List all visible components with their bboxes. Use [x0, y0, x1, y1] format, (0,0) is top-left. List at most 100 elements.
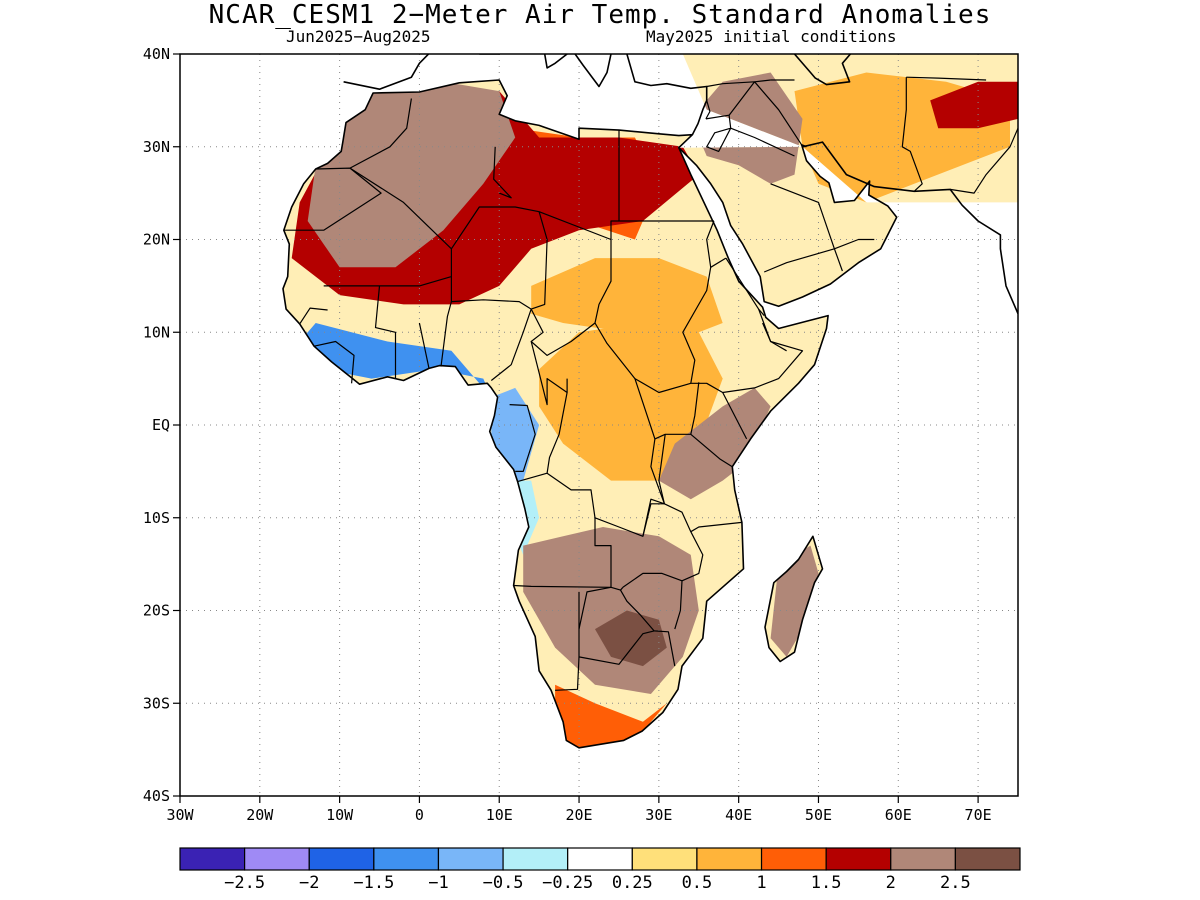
country-border [690, 521, 742, 533]
country-border [622, 572, 683, 630]
anomaly-region-east-africa-core [658, 387, 771, 500]
colorbar-label: 1.5 [811, 873, 842, 893]
country-border [950, 127, 1018, 194]
initial-conditions: May2025 initial conditions [646, 27, 897, 46]
colorbar-label: −0.25 [542, 873, 593, 893]
forecast-period: Jun2025−Aug2025 [286, 27, 431, 46]
coastline-caspian [793, 54, 852, 86]
country-border [754, 81, 803, 146]
lat-tick-label: 30S [143, 694, 170, 712]
anomaly-region-central-africa-warm [539, 323, 723, 481]
country-border [546, 472, 596, 518]
colorbar: −2.5 −2 −1.5 −1 −0.5 −0.25 0.25 0.5 1 1.5 2 2.5 [179, 847, 1021, 893]
colorbar-swatch [502, 847, 569, 871]
colorbar-label: 1 [756, 873, 766, 893]
coastline-italy [479, 54, 568, 69]
country-borders [283, 76, 1018, 691]
country-border [722, 392, 748, 440]
country-border [706, 220, 715, 268]
lat-tick-label: 40N [143, 45, 170, 63]
anomaly-region-sahara-west-core [307, 81, 516, 268]
country-border [706, 81, 755, 88]
lat-tick-label: 10N [143, 323, 170, 341]
colorbar-label: 2.5 [940, 873, 971, 893]
colorbar-swatch [631, 847, 698, 871]
country-border [730, 127, 795, 157]
country-border [530, 341, 568, 406]
colorbar-swatch [825, 847, 892, 871]
colorbar-label: 0.25 [612, 873, 653, 893]
colorbar-label: −2 [299, 873, 319, 893]
country-border [618, 130, 714, 222]
country-border [758, 308, 787, 352]
lon-tick-label: 20E [566, 806, 593, 824]
lon-tick-label: 10E [486, 806, 513, 824]
country-border [578, 630, 655, 665]
country-border [530, 211, 596, 356]
lon-tick-label: 10W [326, 806, 354, 824]
coastline-greece [574, 54, 612, 88]
lat-tick-label: 20S [143, 602, 170, 620]
coastline-arabia [678, 144, 898, 308]
country-border [493, 146, 512, 199]
lon-tick-label: 0 [415, 806, 424, 824]
colorbar-swatch [890, 847, 956, 871]
colorbar-label: −2.5 [224, 873, 265, 893]
lat-tick-label: 40S [143, 787, 170, 805]
coastlines [282, 54, 1018, 749]
colorbar-swatch [567, 847, 633, 871]
latitude-axis: 40N 30N 20N 10N EQ 10S 20S 30S 40S [143, 45, 180, 805]
country-border [313, 340, 355, 384]
coastline-africa [282, 79, 829, 749]
country-border [374, 285, 397, 379]
lon-tick-label: 50E [805, 806, 832, 824]
colorbar-swatch [696, 847, 763, 871]
lon-tick-label: 20W [246, 806, 274, 824]
page-title: NCAR_CESM1 2−Meter Air Temp. Standard An… [208, 0, 992, 30]
colorbar-label: −1 [428, 873, 448, 893]
country-border [509, 404, 536, 472]
coastline-turkey [626, 54, 708, 136]
colorbar-label: −1.5 [353, 873, 394, 893]
lat-tick-label: 20N [143, 231, 170, 249]
lon-tick-label: 30W [166, 806, 194, 824]
lon-tick-label: 40E [725, 806, 752, 824]
anomaly-region-sahel-warm [531, 258, 723, 342]
coastline-med-north [343, 54, 445, 90]
country-border [682, 257, 727, 384]
anomaly-region-india-nw-hot [930, 81, 1018, 129]
coastline-asia-south [802, 141, 1018, 315]
colorbar-swatch [179, 847, 246, 871]
country-border [450, 276, 532, 381]
country-border [619, 589, 676, 667]
colorbar-swatch [760, 847, 827, 871]
colorbar-label: 0.5 [682, 873, 713, 893]
country-border [906, 76, 987, 81]
lon-tick-label: 30E [645, 806, 672, 824]
country-border [299, 307, 328, 325]
colorbar-swatch [954, 847, 1021, 871]
lat-tick-label: 10S [143, 509, 170, 527]
country-border [440, 301, 452, 367]
colorbar-label: 2 [886, 873, 896, 893]
country-border [901, 77, 923, 192]
country-border [658, 434, 666, 504]
coastline-madagascar [764, 535, 824, 663]
colorbar-swatch [308, 847, 375, 871]
country-border [833, 248, 843, 272]
colorbar-swatch [244, 847, 310, 871]
country-border [642, 503, 704, 582]
colorbar-label: −0.5 [483, 873, 524, 893]
country-border [517, 392, 568, 483]
country-border [763, 248, 835, 273]
lon-tick-label: 60E [885, 806, 912, 824]
country-border [578, 586, 612, 630]
country-border [418, 322, 430, 369]
country-border [690, 382, 700, 435]
lat-tick-label: 30N [143, 138, 170, 156]
lon-tick-label: 70E [965, 806, 992, 824]
country-border [283, 167, 382, 231]
colorbar-swatch [373, 847, 440, 871]
longitude-axis: 30W 20W 10W 0 10E 20E 30E 40E 50E 60E 70E [166, 796, 992, 824]
